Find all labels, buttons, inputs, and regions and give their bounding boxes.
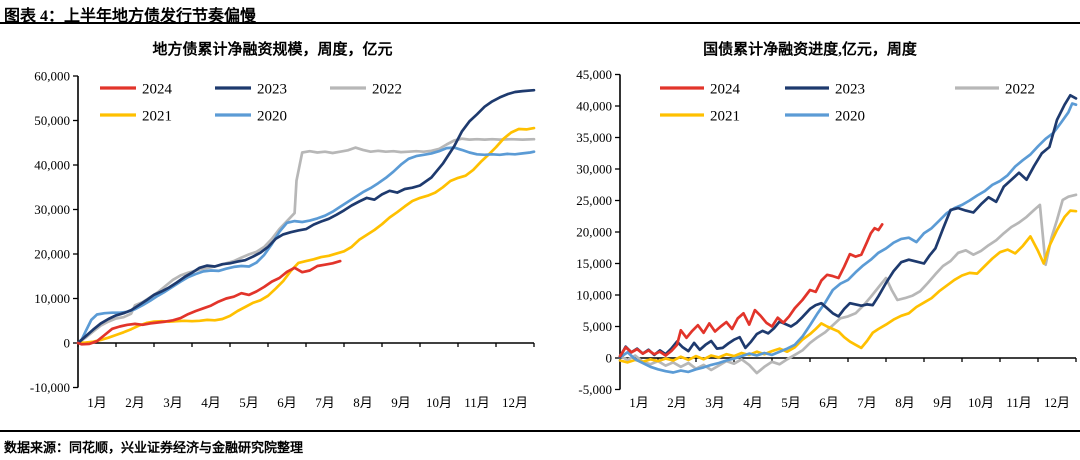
y-tick-label: 50,000 [34, 113, 70, 128]
legend-label-2023[interactable]: 2023 [835, 82, 865, 98]
figure-footer: 数据来源：同花顺，兴业证券经济与金融研究院整理 [0, 430, 1080, 460]
series-line-2021 [76, 126, 536, 345]
legend-label-2022[interactable]: 2022 [1005, 82, 1035, 98]
x-tick-label: 3月 [705, 395, 725, 410]
x-tick-label: 8月 [353, 395, 373, 410]
x-tick-label: 5月 [781, 395, 801, 410]
y-tick-label: 5,000 [583, 319, 612, 334]
x-tick-label: 10月 [426, 395, 452, 410]
figure-title: 图表 4：上半年地方债发行节奏偏慢 [4, 8, 257, 25]
y-tick-label: 20,000 [34, 247, 70, 262]
y-tick-label: 45,000 [576, 67, 612, 82]
series-line-2023 [618, 93, 1078, 359]
series-line-2024 [618, 223, 884, 358]
series-line-2023 [76, 88, 536, 345]
legend-label-2020[interactable]: 2020 [835, 109, 865, 125]
x-tick-label: 11月 [1006, 395, 1032, 410]
x-tick-label: 2月 [667, 395, 687, 410]
y-tick-label: 25,000 [576, 193, 612, 208]
y-tick-label: 30,000 [576, 162, 612, 177]
x-tick-label: 7月 [857, 395, 877, 410]
x-tick-label: 6月 [819, 395, 839, 410]
data-source-note: 数据来源：同花顺，兴业证券经济与金融研究院整理 [4, 440, 304, 455]
x-tick-label: 4月 [743, 395, 763, 410]
y-tick-label: 10,000 [34, 291, 70, 306]
x-tick-label: 1月 [629, 395, 649, 410]
y-tick-label: 40,000 [576, 99, 612, 114]
x-tick-label: 6月 [277, 395, 297, 410]
x-tick-label: 4月 [201, 395, 221, 410]
x-tick-label: 8月 [895, 395, 915, 410]
series-line-2020 [618, 102, 1078, 374]
y-tick-label: 20,000 [576, 225, 612, 240]
x-tick-label: 1月 [87, 395, 107, 410]
x-tick-label: 3月 [163, 395, 183, 410]
y-tick-label: 40,000 [34, 158, 70, 173]
treasury-bond-chart: -5,000 0 5,000 10,000 15,000 20,000 25,000 30,0… [540, 26, 1080, 428]
y-tick-label: 0 [606, 351, 613, 366]
x-tick-label: 5月 [239, 395, 259, 410]
legend-label-2021[interactable]: 2021 [142, 109, 172, 125]
local-bond-chart: -10,000 0 10,000 20,000 30,000 40,000 50,000 60… [0, 26, 545, 428]
x-tick-label: 2月 [125, 395, 145, 410]
y-tick-label: 35,000 [576, 130, 612, 145]
x-tick-label: 10月 [968, 395, 994, 410]
figure-header: 图表 4：上半年地方债发行节奏偏慢 [0, 0, 1080, 25]
charts-row: -10,000 0 10,000 20,000 30,000 40,000 50,000 60… [0, 26, 1080, 428]
y-tick-label: -10,000 [30, 380, 70, 395]
legend-label-2024[interactable]: 2024 [142, 82, 173, 98]
series-line-2021 [618, 209, 1078, 364]
x-tick-label: 12月 [1044, 395, 1070, 410]
legend-label-2023[interactable]: 2023 [257, 82, 287, 98]
x-tick-label: 9月 [391, 395, 411, 410]
series-line-2022 [76, 137, 536, 345]
y-tick-label: 60,000 [34, 69, 70, 84]
legend-label-2022[interactable]: 2022 [372, 82, 402, 98]
x-tick-label: 11月 [464, 395, 490, 410]
series-line-2020 [76, 146, 536, 345]
y-tick-label: -5,000 [578, 382, 612, 397]
series-line-2022 [618, 193, 1078, 375]
legend-label-2020[interactable]: 2020 [257, 109, 287, 125]
y-tick-label: 0 [64, 336, 71, 351]
x-tick-label: 7月 [315, 395, 335, 410]
chart-title-right: 国债累计净融资进度,亿元，周度 [703, 42, 917, 58]
x-tick-label: 12月 [502, 395, 528, 410]
series-line-2024 [76, 259, 342, 346]
chart-title-left: 地方债累计净融资规模，周度，亿元 [152, 42, 393, 58]
legend-label-2024[interactable]: 2024 [710, 82, 741, 98]
y-tick-label: 15,000 [576, 256, 612, 271]
legend-label-2021[interactable]: 2021 [710, 109, 740, 125]
x-tick-label: 9月 [933, 395, 953, 410]
y-tick-label: 10,000 [576, 288, 612, 303]
treasury-bond-chart-canvas: -5,000 0 5,000 10,000 15,000 20,000 25,000 30,0… [576, 67, 1078, 410]
y-tick-label: 30,000 [34, 202, 70, 217]
local-bond-chart-canvas: -10,000 0 10,000 20,000 30,000 40,000 50,000 60… [30, 69, 536, 410]
